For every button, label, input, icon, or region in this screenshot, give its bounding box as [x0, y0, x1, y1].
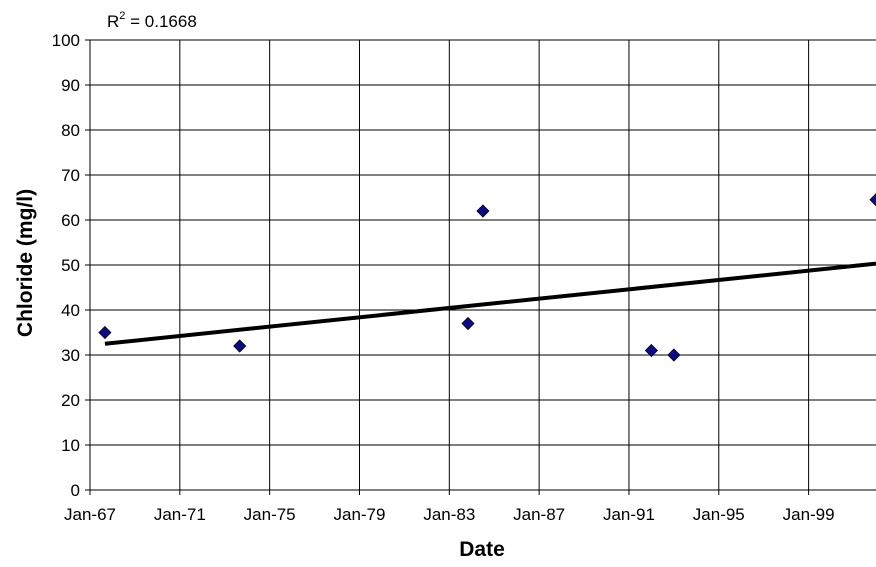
- y-tick-label: 0: [71, 481, 80, 500]
- x-tick-label: Jan-99: [783, 505, 835, 524]
- trendline-layer: [104, 261, 876, 346]
- x-tick-label: Jan-75: [244, 505, 296, 524]
- x-tick-label: Jan-83: [423, 505, 475, 524]
- y-axis-title: Chloride (mg/l): [14, 189, 37, 337]
- x-tick-label: Jan-87: [513, 505, 565, 524]
- data-point: [869, 193, 876, 207]
- x-axis-title: Date: [459, 538, 505, 561]
- x-tick-label: Jan-71: [154, 505, 206, 524]
- y-tick-label: 80: [61, 121, 80, 140]
- x-tick-label: Jan-91: [603, 505, 655, 524]
- y-tick-label: 50: [61, 256, 80, 275]
- y-tick-label: 40: [61, 301, 80, 320]
- axes: [85, 39, 876, 495]
- trendline: [104, 261, 876, 346]
- data-point: [461, 316, 475, 331]
- y-tick-label: 100: [52, 31, 80, 50]
- y-tick-label: 90: [61, 76, 80, 95]
- data-point: [476, 204, 490, 218]
- data-point: [644, 343, 658, 358]
- gridlines: [90, 39, 876, 490]
- y-tick-label: 30: [61, 346, 80, 365]
- data-point: [233, 339, 247, 353]
- y-tick-label: 10: [61, 436, 80, 455]
- x-tick-label: Jan-67: [64, 505, 116, 524]
- tick-labels: 0 10 20 30 40 50 60 70 80 90 100 Jan-67 Jan-71 Jan-75…: [52, 31, 835, 524]
- y-tick-label: 70: [61, 166, 80, 185]
- data-points: [98, 193, 876, 362]
- data-point: [98, 325, 112, 340]
- r2-annotation: R2 = 0.1668: [107, 10, 197, 31]
- x-tick-label: Jan-95: [693, 505, 745, 524]
- y-tick-label: 20: [61, 391, 80, 410]
- x-tick-label: Jan-79: [333, 505, 385, 524]
- y-tick-label: 60: [61, 211, 80, 230]
- data-point: [667, 348, 681, 362]
